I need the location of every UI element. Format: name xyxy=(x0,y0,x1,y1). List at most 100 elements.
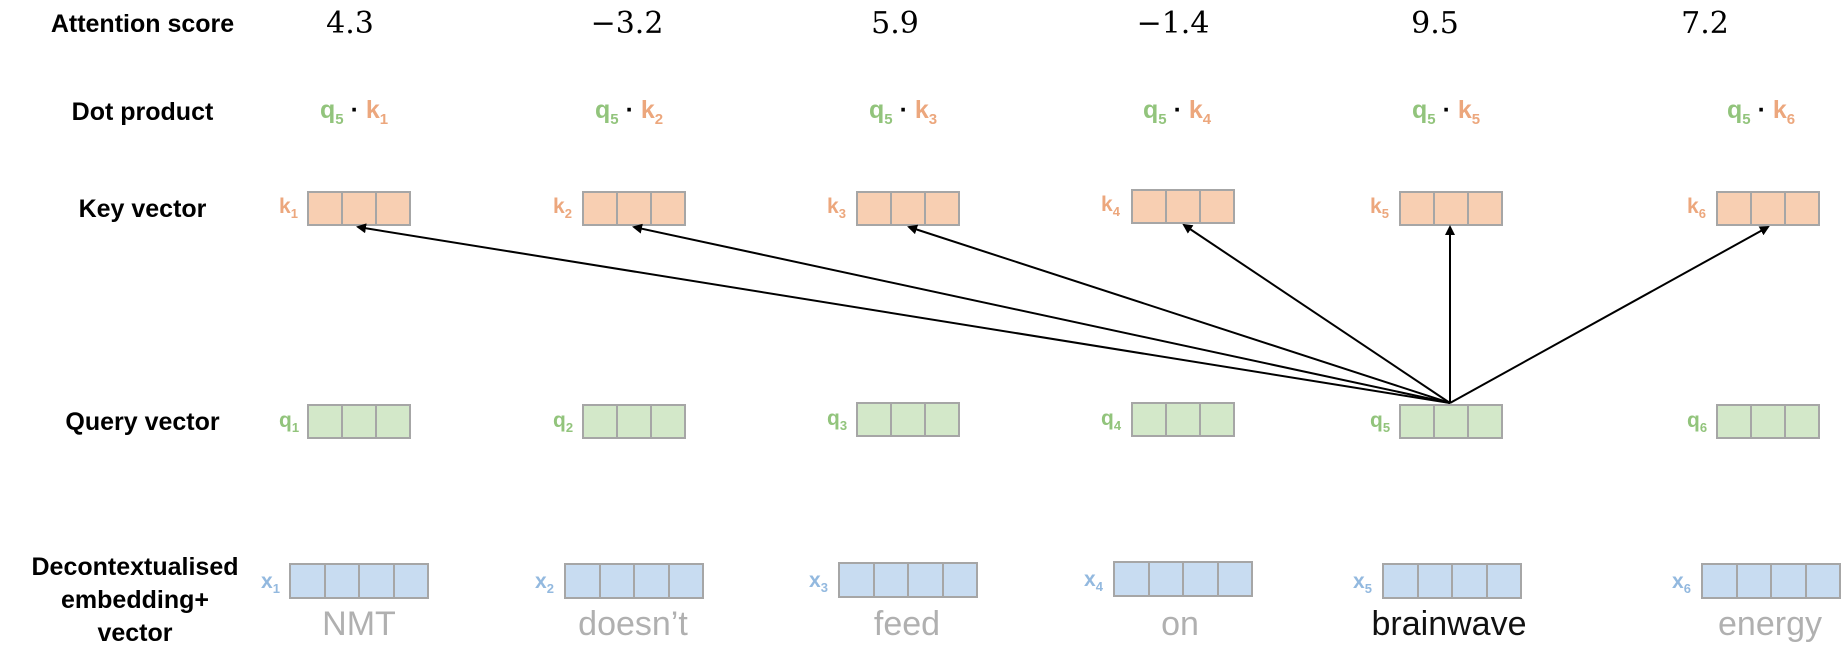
key-sub: 5 xyxy=(1381,206,1389,222)
query-label-3: q3 xyxy=(827,407,847,433)
row-label-embedding-line2: embedding+ xyxy=(61,586,209,614)
dot-k-letter: k xyxy=(1188,96,1203,124)
arrow-q5-k1 xyxy=(356,223,1451,404)
dot-q-letter: q xyxy=(869,96,885,124)
embedding-vector-1 xyxy=(289,563,429,599)
query-letter: q xyxy=(279,409,292,432)
key-label-5: k5 xyxy=(1370,195,1389,221)
key-letter: k xyxy=(279,195,291,218)
dot-q-sub: 5 xyxy=(884,111,893,128)
key-letter: k xyxy=(1370,195,1382,218)
dot-k-sub: 2 xyxy=(654,111,664,128)
dot-product-3: q5 · k3 xyxy=(869,96,937,128)
dot-q-sub: 5 xyxy=(610,111,619,128)
embedding-sub: 5 xyxy=(1364,581,1372,597)
embedding-sub: 3 xyxy=(820,580,828,596)
dot-k-letter: k xyxy=(1772,96,1787,124)
embedding-label-4: x4 xyxy=(1084,568,1103,594)
key-sub: 1 xyxy=(290,206,298,222)
query-letter: q xyxy=(1370,409,1383,432)
query-sub: 3 xyxy=(839,418,848,434)
dot-k-sub: 6 xyxy=(1786,111,1796,128)
embedding-vector-6 xyxy=(1701,563,1841,599)
embedding-sub: 4 xyxy=(1095,579,1103,595)
dot-operator: · xyxy=(625,96,634,124)
embedding-vector-4 xyxy=(1113,561,1253,597)
attention-score-6: 7.2 xyxy=(1681,6,1729,41)
word-token-4: on xyxy=(1161,605,1199,643)
arrow-q5-k6 xyxy=(1449,226,1770,404)
query-vector-5 xyxy=(1399,404,1503,439)
embedding-letter: x xyxy=(809,569,821,592)
key-letter: k xyxy=(1101,193,1113,216)
embedding-letter: x xyxy=(535,570,547,593)
row-label-embedding: Decontextualised embedding+ vector xyxy=(0,551,270,650)
query-label-4: q4 xyxy=(1101,407,1121,433)
query-sub: 2 xyxy=(565,420,574,436)
attention-score-4: −1.4 xyxy=(1136,6,1210,41)
embedding-label-2: x2 xyxy=(535,570,554,596)
key-label-1: k1 xyxy=(279,195,298,221)
row-label-embedding-line1: Decontextualised xyxy=(31,553,239,581)
embedding-sub: 1 xyxy=(272,581,280,597)
arrow-q5-k3 xyxy=(907,224,1451,404)
dot-q-letter: q xyxy=(1143,96,1159,124)
query-vector-2 xyxy=(582,404,686,439)
embedding-letter: x xyxy=(1353,570,1365,593)
query-label-1: q1 xyxy=(279,409,299,435)
dot-product-1: q5 · k1 xyxy=(320,96,388,128)
key-vector-4 xyxy=(1131,189,1235,224)
embedding-vector-5 xyxy=(1382,563,1522,599)
dot-k-letter: k xyxy=(914,96,929,124)
query-sub: 5 xyxy=(1382,420,1391,436)
dot-k-sub: 4 xyxy=(1202,111,1212,128)
query-letter: q xyxy=(827,407,840,430)
dot-product-2: q5 · k2 xyxy=(595,96,663,128)
embedding-label-5: x5 xyxy=(1353,570,1372,596)
dot-operator: · xyxy=(1442,96,1451,124)
query-vector-6 xyxy=(1716,404,1820,439)
key-label-4: k4 xyxy=(1101,193,1120,219)
key-vector-2 xyxy=(582,191,686,226)
key-letter: k xyxy=(553,195,565,218)
dot-k-sub: 5 xyxy=(1471,111,1481,128)
key-sub: 4 xyxy=(1112,204,1120,220)
query-label-6: q6 xyxy=(1687,409,1707,435)
embedding-sub: 2 xyxy=(546,581,554,597)
dot-operator: · xyxy=(899,96,908,124)
dot-q-letter: q xyxy=(595,96,611,124)
row-label-dot-product: Dot product xyxy=(71,98,214,126)
query-vector-4 xyxy=(1131,402,1235,437)
embedding-sub: 6 xyxy=(1683,581,1691,597)
query-sub: 1 xyxy=(291,420,300,436)
dot-q-sub: 5 xyxy=(335,111,344,128)
dot-operator: · xyxy=(1173,96,1182,124)
key-sub: 3 xyxy=(838,206,846,222)
embedding-letter: x xyxy=(1672,570,1684,593)
embedding-label-3: x3 xyxy=(809,569,828,595)
embedding-letter: x xyxy=(1084,568,1096,591)
word-token-5-active: brainwave xyxy=(1371,605,1527,643)
key-vector-6 xyxy=(1716,191,1820,226)
query-vector-1 xyxy=(307,404,411,439)
dot-k-letter: k xyxy=(1457,96,1472,124)
dot-k-sub: 1 xyxy=(379,111,389,128)
key-sub: 2 xyxy=(564,206,572,222)
dot-q-letter: q xyxy=(320,96,336,124)
row-label-key-vector: Key vector xyxy=(78,195,207,223)
attention-score-3: 5.9 xyxy=(871,6,919,41)
row-label-attention-score: Attention score xyxy=(50,10,235,38)
query-label-2: q2 xyxy=(553,409,573,435)
dot-k-letter: k xyxy=(640,96,655,124)
key-letter: k xyxy=(827,195,839,218)
dot-product-4: q5 · k4 xyxy=(1143,96,1211,128)
dot-k-sub: 3 xyxy=(928,111,938,128)
key-vector-1 xyxy=(307,191,411,226)
word-token-3: feed xyxy=(873,605,941,643)
attention-score-5: 9.5 xyxy=(1411,6,1459,41)
arrow-q5-k4 xyxy=(1182,223,1451,404)
attention-score-2: −3.2 xyxy=(590,6,664,41)
word-token-1: NMT xyxy=(322,605,396,643)
key-sub: 6 xyxy=(1698,206,1706,222)
